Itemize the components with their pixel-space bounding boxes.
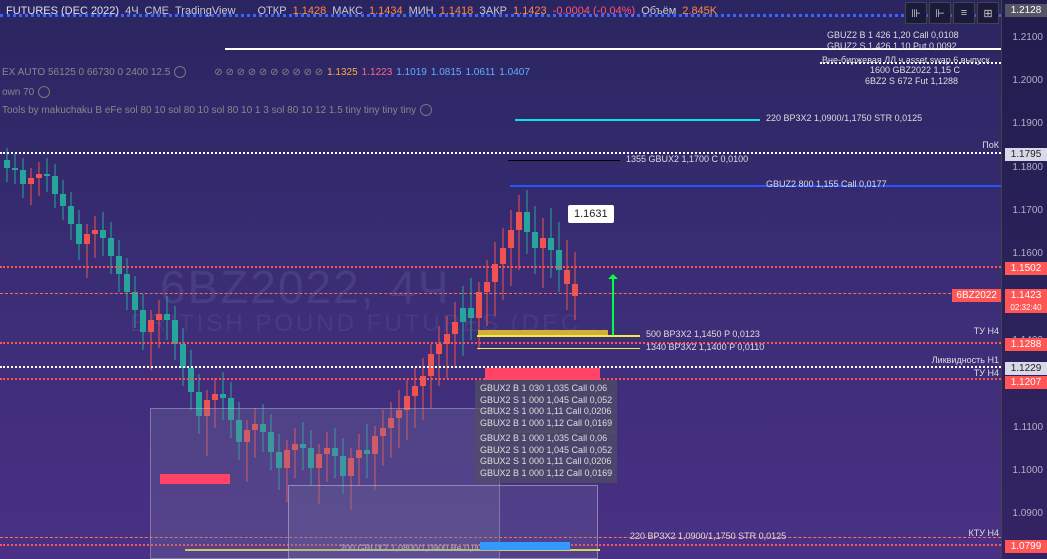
level-line[interactable] bbox=[0, 293, 1001, 294]
axis-tick: 1.1800 bbox=[1012, 162, 1043, 173]
platform: TradingView bbox=[175, 5, 236, 17]
level-line[interactable] bbox=[0, 152, 1001, 154]
level-line[interactable] bbox=[515, 119, 760, 121]
toolbar: ⊪ ⊩ ≡ ⊞ bbox=[905, 2, 999, 24]
tool-btn-3[interactable]: ≡ bbox=[953, 2, 975, 24]
open-val: 1.1428 bbox=[293, 5, 327, 17]
level-label: GBUZ2 800 1,155 Call 0,0177 bbox=[766, 179, 887, 189]
level-label: 1355 GBUX2 1,1700 С 0,0100 bbox=[626, 154, 748, 164]
symbol: FUTURES (DEC 2022) bbox=[6, 5, 119, 17]
indicator-line-3[interactable]: Tools by makuchaku В eFe sol 80 10 sol 8… bbox=[2, 104, 432, 116]
axis-tick: 1.2000 bbox=[1012, 75, 1043, 86]
annotation-text: GBUZ2 В 1 426 1,20 Call 0,0108 bbox=[827, 30, 959, 40]
level-line[interactable] bbox=[477, 335, 640, 337]
options-text: GBUX2 B 1 000 1,035 Call 0,06GBUX2 S 1 0… bbox=[475, 430, 617, 483]
indicator-line-2[interactable]: own 70 bbox=[2, 86, 50, 98]
level-label: 500 BP3X2 1,1450 P 0,0123 bbox=[646, 329, 760, 339]
chart-header: FUTURES (DEC 2022) 4Ч CME TradingView ОТ… bbox=[2, 2, 1045, 20]
axis-tick: 1.0900 bbox=[1012, 508, 1043, 519]
zone-rect[interactable] bbox=[480, 542, 570, 550]
high-label: МАКС bbox=[332, 5, 363, 17]
price-label: 1.1423 bbox=[1005, 289, 1047, 302]
zone-rect[interactable] bbox=[485, 368, 600, 380]
axis-annotation: Ликвидность Н1 bbox=[932, 355, 999, 365]
axis-tick: 1.1900 bbox=[1012, 118, 1043, 129]
vol-label: Объём bbox=[641, 5, 676, 17]
axis-annotation: ПоК bbox=[982, 140, 999, 150]
close-val: 1.1423 bbox=[513, 5, 547, 17]
chart-area[interactable]: 6BZ2022, 4Ч BRITISH POUND FUTURES (DEC .… bbox=[0, 0, 1001, 559]
eye-icon[interactable] bbox=[38, 86, 50, 98]
tool-btn-1[interactable]: ⊪ bbox=[905, 2, 927, 24]
annotation-text: Вне-биржевая ЛЛ ч asset swap 6 выпуск bbox=[822, 55, 990, 65]
price-label: 1.1229 bbox=[1005, 362, 1047, 375]
level-label: 220 BP3X2 1,0900/1,1750 STR 0,0125 bbox=[766, 113, 922, 123]
up-arrow bbox=[612, 275, 614, 335]
eye-icon[interactable] bbox=[174, 66, 186, 78]
low-val: 1.1418 bbox=[440, 5, 474, 17]
low-label: МИН bbox=[409, 5, 434, 17]
price-label: 1.1502 bbox=[1005, 262, 1047, 275]
axis-tick: 1.2100 bbox=[1012, 32, 1043, 43]
annotation-text: 1600 GBZ2022 1,15 С bbox=[870, 65, 960, 75]
level-line[interactable] bbox=[508, 160, 620, 161]
options-text: GBUX2 В 1 030 1,035 Call 0,06GBUX2 S 1 0… bbox=[475, 380, 617, 433]
vol-val: 2.845K bbox=[682, 5, 717, 17]
symbol-tag: 6BZ2022 bbox=[952, 289, 1001, 302]
annotation-text: GBUZ2 S 1 426 1,10 Put 0,0092 bbox=[827, 41, 957, 51]
level-line[interactable] bbox=[0, 342, 1001, 344]
axis-tick: 1.1700 bbox=[1012, 205, 1043, 216]
price-label: 1.1288 bbox=[1005, 338, 1047, 351]
zone-rect[interactable] bbox=[160, 474, 230, 484]
indicator-line-1[interactable]: EX AUTO 56125 0 66730 0 2400 12.5 ⊘ ⊘ ⊘ … bbox=[2, 66, 530, 78]
level-label: 220 BP3X2 1,0900/1,1750 STR 0,0125 bbox=[630, 531, 786, 541]
axis-tick: 1.1000 bbox=[1012, 465, 1043, 476]
axis-tick: 1.1100 bbox=[1013, 422, 1043, 433]
high-val: 1.1434 bbox=[369, 5, 403, 17]
axis-tick: 1.1600 bbox=[1012, 248, 1043, 259]
axis-annotation: КТУ Н4 bbox=[969, 528, 999, 538]
price-box-top: 1.2128 bbox=[1005, 4, 1047, 17]
tool-btn-4[interactable]: ⊞ bbox=[977, 2, 999, 24]
level-line[interactable] bbox=[477, 348, 640, 349]
level-label: 1340 BP3X2 1,1400 P 0,0110 bbox=[646, 342, 764, 352]
tool-btn-2[interactable]: ⊩ bbox=[929, 2, 951, 24]
price-tooltip: 1.1631 bbox=[568, 205, 614, 223]
axis-annotation: ТУ Н4 bbox=[974, 368, 999, 378]
price-label: 1.1795 bbox=[1005, 148, 1047, 161]
exchange: CME bbox=[145, 5, 169, 17]
level-line[interactable] bbox=[0, 266, 1001, 268]
level-line[interactable] bbox=[510, 185, 1001, 187]
price-axis[interactable]: 1.2128 1.2100 1.2000 1.1900 1.1800 1.1700 1.16… bbox=[1001, 0, 1047, 559]
eye-icon[interactable] bbox=[420, 104, 432, 116]
price-label: 1.0799 bbox=[1005, 540, 1047, 553]
open-label: ОТКР bbox=[258, 5, 287, 17]
annotation-text: 6BZ2 S 672 Fut 1,1288 bbox=[865, 76, 958, 86]
change-val: -0.0004 (-0.04%) bbox=[553, 5, 636, 17]
axis-annotation: ТУ Н4 bbox=[974, 326, 999, 336]
close-label: ЗАКР bbox=[479, 5, 507, 17]
timeframe[interactable]: 4Ч bbox=[125, 5, 138, 17]
price-label: 1.1207 bbox=[1005, 376, 1047, 389]
